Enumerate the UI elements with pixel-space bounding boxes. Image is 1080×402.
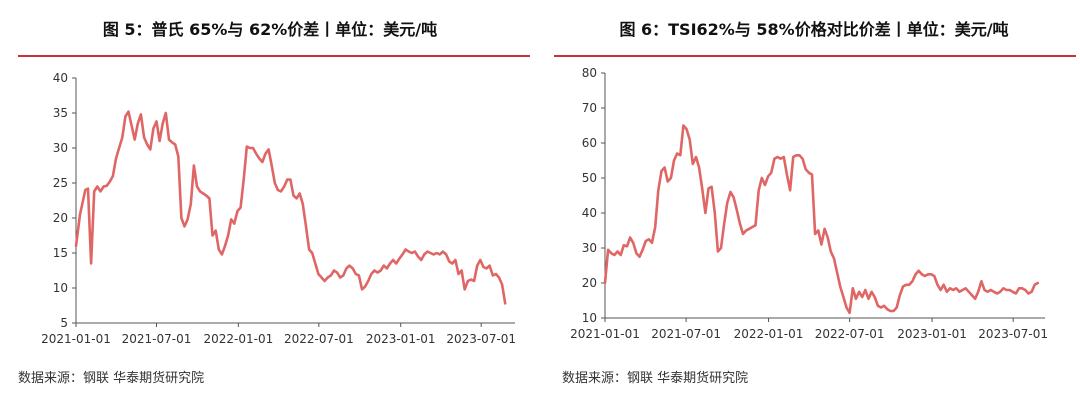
y-tick-label: 30 (582, 241, 597, 255)
title-divider (18, 55, 530, 57)
y-tick-label: 20 (582, 276, 597, 290)
chart-panel-left: 图 5：普氏 65%与 62%价差丨单位：美元/吨 5 10 15 20 25 30 35 4… (18, 20, 530, 386)
x-tick-label: 2022-07-01 (815, 327, 885, 341)
x-tick-label: 2021-07-01 (122, 332, 192, 346)
y-tick-label: 35 (53, 106, 68, 120)
y-tick-label: 70 (582, 101, 597, 115)
y-tick-label: 10 (582, 311, 597, 325)
x-tick-label: 2022-07-01 (284, 332, 354, 346)
source-note: 数据来源：钢联 华泰期货研究院 (562, 371, 749, 386)
chart-title: 图 6：TSI62%与 58%价格对比价差丨单位：美元/吨 (619, 20, 1009, 39)
series-line (74, 110, 507, 305)
y-tick-label: 20 (53, 211, 68, 225)
y-tick-label: 80 (582, 66, 597, 80)
source-note: 数据来源：钢联 华泰期货研究院 (18, 371, 205, 386)
title-divider (554, 55, 1076, 57)
x-tick-label: 2023-01-01 (366, 332, 436, 346)
y-tick-label: 50 (582, 171, 597, 185)
y-tick-label: 10 (53, 281, 68, 295)
chart-panel-right: 图 6：TSI62%与 58%价格对比价差丨单位：美元/吨 10 20 30 40 50… (548, 0, 1080, 402)
y-tick-label: 5 (60, 316, 68, 330)
x-tick-label: 2022-01-01 (734, 327, 804, 341)
x-tick-label: 2022-01-01 (203, 332, 273, 346)
y-tick-label: 15 (53, 246, 68, 260)
chart-title: 图 5：普氏 65%与 62%价差丨单位：美元/吨 (102, 20, 438, 39)
line-chart-plot: 5 10 15 20 25 30 35 40 2021-01-01 2021-07-01 2022-… (41, 71, 516, 346)
x-tick-label: 2021-01-01 (41, 332, 111, 346)
y-tick-label: 40 (582, 206, 597, 220)
y-tick-label: 25 (53, 176, 68, 190)
y-tick-label: 60 (582, 136, 597, 150)
y-tick-label: 40 (53, 71, 68, 85)
x-tick-label: 2021-07-01 (651, 327, 721, 341)
line-chart-plot: 10 20 30 40 50 60 70 80 2021-01-01 2021-07-01 2022… (570, 66, 1048, 341)
y-tick-label: 30 (53, 141, 68, 155)
x-tick-label: 2023-01-01 (897, 327, 967, 341)
x-tick-label: 2023-07-01 (978, 327, 1048, 341)
series-line (603, 124, 1040, 315)
x-tick-label: 2023-07-01 (446, 332, 516, 346)
x-tick-label: 2021-01-01 (570, 327, 640, 341)
